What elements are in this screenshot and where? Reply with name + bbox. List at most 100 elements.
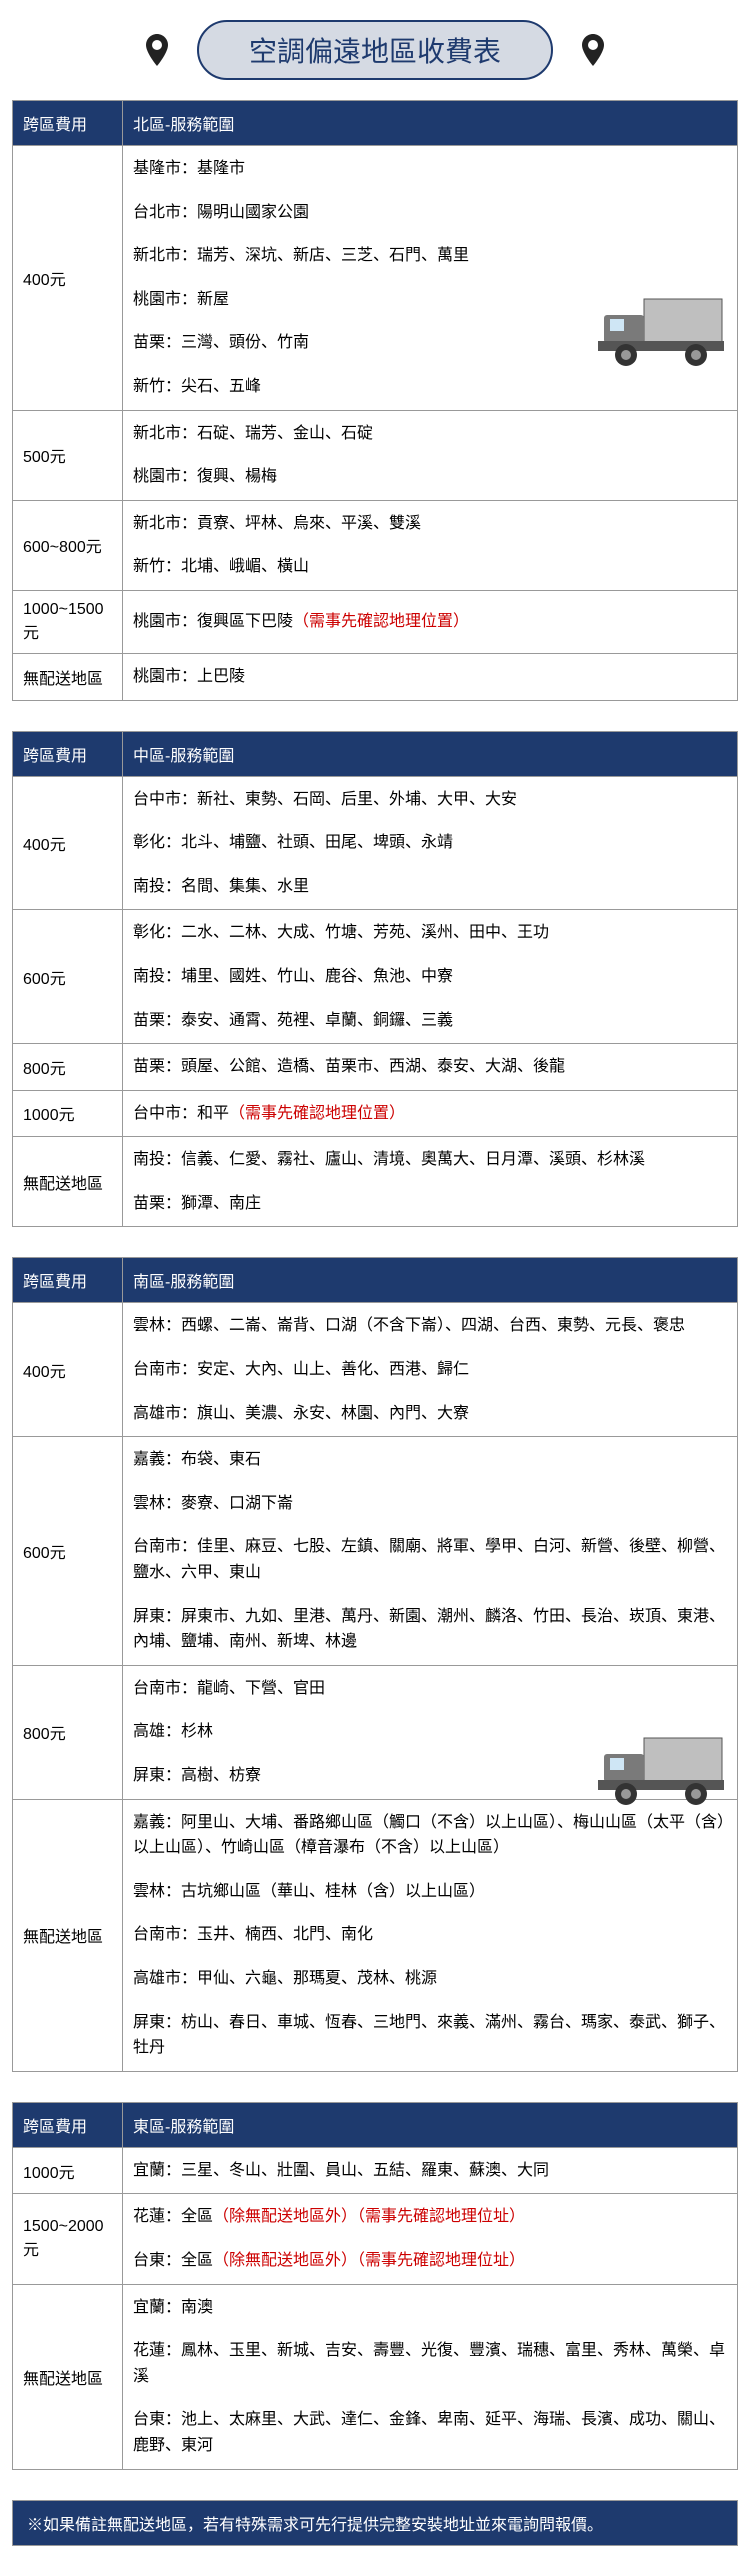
fee-cell: 600元	[13, 910, 123, 1044]
area-line: 高雄市：旗山、美濃、永安、林園、內門、大寮	[133, 1401, 727, 1427]
area-cell: 台中市：和平（需事先確認地理位置）	[123, 1090, 738, 1137]
area-cell: 宜蘭：南澳花蓮：鳳林、玉里、新城、吉安、壽豐、光復、豐濱、瑞穗、富里、秀林、萬榮…	[123, 2284, 738, 2469]
area-line-text: 高雄：杉林	[133, 1723, 213, 1740]
table-row: 1000元台中市：和平（需事先確認地理位置）	[13, 1090, 738, 1137]
area-line: 台南市：安定、大內、山上、善化、西港、歸仁	[133, 1357, 727, 1383]
area-line-text: 台中市：新社、東勢、石岡、后里、外埔、大甲、大安	[133, 791, 517, 808]
emphasis-text: （需事先確認地理位置）	[229, 1105, 405, 1122]
fee-cell: 800元	[13, 1044, 123, 1091]
area-line: 苗栗：泰安、通霄、苑裡、卓蘭、銅鑼、三義	[133, 1008, 727, 1034]
fee-cell: 600~800元	[13, 500, 123, 590]
area-line-text: 南投：名間、集集、水里	[133, 878, 309, 895]
truck-icon	[588, 1730, 728, 1815]
page-header: 空調偏遠地區收費表	[0, 0, 750, 100]
region-table: 跨區費用中區-服務範圍400元台中市：新社、東勢、石岡、后里、外埔、大甲、大安彰…	[12, 731, 738, 1228]
area-line-text: 台中市：和平	[133, 1105, 229, 1122]
area-line: 新北市：貢寮、坪林、烏來、平溪、雙溪	[133, 511, 727, 537]
fee-cell: 無配送地區	[13, 2284, 123, 2469]
area-line-text: 嘉義：阿里山、大埔、番路鄉山區（觸口（不含）以上山區）、梅山山區（太平（含）以上…	[133, 1814, 725, 1857]
area-line: 雲林：麥寮、口湖下崙	[133, 1491, 727, 1517]
area-line-text: 新北市：貢寮、坪林、烏來、平溪、雙溪	[133, 515, 421, 532]
area-line-text: 高雄市：旗山、美濃、永安、林園、內門、大寮	[133, 1405, 469, 1422]
area-line: 南投：名間、集集、水里	[133, 874, 727, 900]
area-cell: 桃園市：上巴陵	[123, 653, 738, 700]
table-row: 1000~1500元桃園市：復興區下巴陵（需事先確認地理位置）	[13, 590, 738, 653]
area-line-text: 宜蘭：三星、冬山、壯圍、員山、五結、羅東、蘇澳、大同	[133, 2162, 549, 2179]
area-line: 台南市：龍崎、下營、官田	[133, 1676, 727, 1702]
area-line-text: 新北市：瑞芳、深坑、新店、三芝、石門、萬里	[133, 247, 469, 264]
area-line: 雲林：古坑鄉山區（華山、桂林（含）以上山區）	[133, 1879, 727, 1905]
area-line-text: 台南市：玉井、楠西、北門、南化	[133, 1926, 373, 1943]
area-line-text: 新北市：石碇、瑞芳、金山、石碇	[133, 425, 373, 442]
area-cell: 宜蘭：三星、冬山、壯圍、員山、五結、羅東、蘇澳、大同	[123, 2147, 738, 2194]
area-line-text: 屏東：枋山、春日、車城、恆春、三地門、來義、滿州、霧台、瑪家、泰武、獅子、牡丹	[133, 2014, 725, 2057]
area-line: 宜蘭：南澳	[133, 2295, 727, 2321]
area-line-text: 桃園市：復興、楊梅	[133, 468, 277, 485]
truck-icon	[588, 291, 728, 376]
table-row: 500元新北市：石碇、瑞芳、金山、石碇桃園市：復興、楊梅	[13, 410, 738, 500]
area-line-text: 台南市：龍崎、下營、官田	[133, 1680, 325, 1697]
area-line-text: 南投：埔里、國姓、竹山、鹿谷、魚池、中寮	[133, 968, 453, 985]
region-table: 跨區費用北區-服務範圍400元基隆市：基隆市台北市：陽明山國家公園新北市：瑞芳、…	[12, 100, 738, 701]
area-cell: 桃園市：復興區下巴陵（需事先確認地理位置）	[123, 590, 738, 653]
fee-cell: 600元	[13, 1437, 123, 1666]
table-row: 無配送地區桃園市：上巴陵	[13, 653, 738, 700]
fee-cell: 1000~1500元	[13, 590, 123, 653]
table-row: 1000元宜蘭：三星、冬山、壯圍、員山、五結、羅東、蘇澳、大同	[13, 2147, 738, 2194]
area-line: 高雄市：甲仙、六龜、那瑪夏、茂林、桃源	[133, 1966, 727, 1992]
fee-cell: 400元	[13, 776, 123, 910]
table-row: 400元雲林：西螺、二崙、崙背、口湖（不含下崙）、四湖、台西、東勢、元長、褒忠台…	[13, 1303, 738, 1437]
area-line-text: 苗栗：三灣、頭份、竹南	[133, 334, 309, 351]
column-header-region: 北區-服務範圍	[123, 101, 738, 146]
area-line-text: 桃園市：新屋	[133, 291, 229, 308]
table-row: 800元苗栗：頭屋、公館、造橋、苗栗市、西湖、泰安、大湖、後龍	[13, 1044, 738, 1091]
fee-cell: 400元	[13, 1303, 123, 1437]
area-line: 彰化：二水、二林、大成、竹塘、芳苑、溪州、田中、王功	[133, 920, 727, 946]
area-line-text: 苗栗：獅潭、南庄	[133, 1195, 261, 1212]
area-line-text: 苗栗：泰安、通霄、苑裡、卓蘭、銅鑼、三義	[133, 1012, 453, 1029]
area-line: 苗栗：獅潭、南庄	[133, 1191, 727, 1217]
map-pin-icon	[137, 30, 177, 70]
fee-cell: 無配送地區	[13, 1799, 123, 2071]
area-line: 新竹：尖石、五峰	[133, 374, 727, 400]
area-line: 台南市：玉井、楠西、北門、南化	[133, 1922, 727, 1948]
area-cell: 苗栗：頭屋、公館、造橋、苗栗市、西湖、泰安、大湖、後龍	[123, 1044, 738, 1091]
area-line: 基隆市：基隆市	[133, 156, 727, 182]
area-line-text: 屏東：高樹、枋寮	[133, 1767, 261, 1784]
table-row: 無配送地區宜蘭：南澳花蓮：鳳林、玉里、新城、吉安、壽豐、光復、豐濱、瑞穗、富里、…	[13, 2284, 738, 2469]
column-header-region: 中區-服務範圍	[123, 731, 738, 776]
area-line: 台東：池上、太麻里、大武、達仁、金鋒、卑南、延平、海瑞、長濱、成功、關山、鹿野、…	[133, 2407, 727, 2458]
area-line-text: 彰化：二水、二林、大成、竹塘、芳苑、溪州、田中、王功	[133, 924, 549, 941]
fee-cell: 1000元	[13, 1090, 123, 1137]
area-line: 台南市：佳里、麻豆、七股、左鎮、關廟、將軍、學甲、白河、新營、後壁、柳營、鹽水、…	[133, 1534, 727, 1585]
table-row: 600元彰化：二水、二林、大成、竹塘、芳苑、溪州、田中、王功南投：埔里、國姓、竹…	[13, 910, 738, 1044]
map-pin-icon	[573, 30, 613, 70]
fee-cell: 500元	[13, 410, 123, 500]
area-line: 雲林：西螺、二崙、崙背、口湖（不含下崙）、四湖、台西、東勢、元長、褒忠	[133, 1313, 727, 1339]
area-line-text: 桃園市：上巴陵	[133, 668, 245, 685]
area-cell: 台中市：新社、東勢、石岡、后里、外埔、大甲、大安彰化：北斗、埔鹽、社頭、田尾、埤…	[123, 776, 738, 910]
emphasis-text: （除無配送地區外）（需事先確認地理位址）	[213, 2252, 525, 2269]
area-line-text: 台東：全區	[133, 2252, 213, 2269]
area-line-text: 苗栗：頭屋、公館、造橋、苗栗市、西湖、泰安、大湖、後龍	[133, 1058, 565, 1075]
column-header-region: 南區-服務範圍	[123, 1258, 738, 1303]
area-line: 屏東：枋山、春日、車城、恆春、三地門、來義、滿州、霧台、瑪家、泰武、獅子、牡丹	[133, 2010, 727, 2061]
area-line-text: 雲林：古坑鄉山區（華山、桂林（含）以上山區）	[133, 1883, 485, 1900]
table-row: 無配送地區南投：信義、仁愛、霧社、廬山、清境、奧萬大、日月潭、溪頭、杉林溪苗栗：…	[13, 1137, 738, 1227]
area-line: 新北市：石碇、瑞芳、金山、石碇	[133, 421, 727, 447]
area-line-text: 台南市：安定、大內、山上、善化、西港、歸仁	[133, 1361, 469, 1378]
region-table: 跨區費用南區-服務範圍400元雲林：西螺、二崙、崙背、口湖（不含下崙）、四湖、台…	[12, 1257, 738, 2071]
area-line: 台中市：和平（需事先確認地理位置）	[133, 1101, 727, 1127]
fee-cell: 無配送地區	[13, 1137, 123, 1227]
emphasis-text: （需事先確認地理位置）	[293, 613, 469, 630]
area-line: 宜蘭：三星、冬山、壯圍、員山、五結、羅東、蘇澳、大同	[133, 2158, 727, 2184]
area-line-text: 宜蘭：南澳	[133, 2299, 213, 2316]
area-line: 新北市：瑞芳、深坑、新店、三芝、石門、萬里	[133, 243, 727, 269]
fee-cell: 1000元	[13, 2147, 123, 2194]
fee-cell: 無配送地區	[13, 653, 123, 700]
area-line-text: 花蓮：鳳林、玉里、新城、吉安、壽豐、光復、豐濱、瑞穗、富里、秀林、萬榮、卓溪	[133, 2342, 725, 2385]
table-row: 1500~2000元花蓮：全區（除無配送地區外）（需事先確認地理位址）台東：全區…	[13, 2194, 738, 2284]
area-cell: 嘉義：布袋、東石雲林：麥寮、口湖下崙台南市：佳里、麻豆、七股、左鎮、關廟、將軍、…	[123, 1437, 738, 1666]
area-line-text: 台南市：佳里、麻豆、七股、左鎮、關廟、將軍、學甲、白河、新營、後壁、柳營、鹽水、…	[133, 1538, 725, 1581]
area-cell: 花蓮：全區（除無配送地區外）（需事先確認地理位址）台東：全區（除無配送地區外）（…	[123, 2194, 738, 2284]
